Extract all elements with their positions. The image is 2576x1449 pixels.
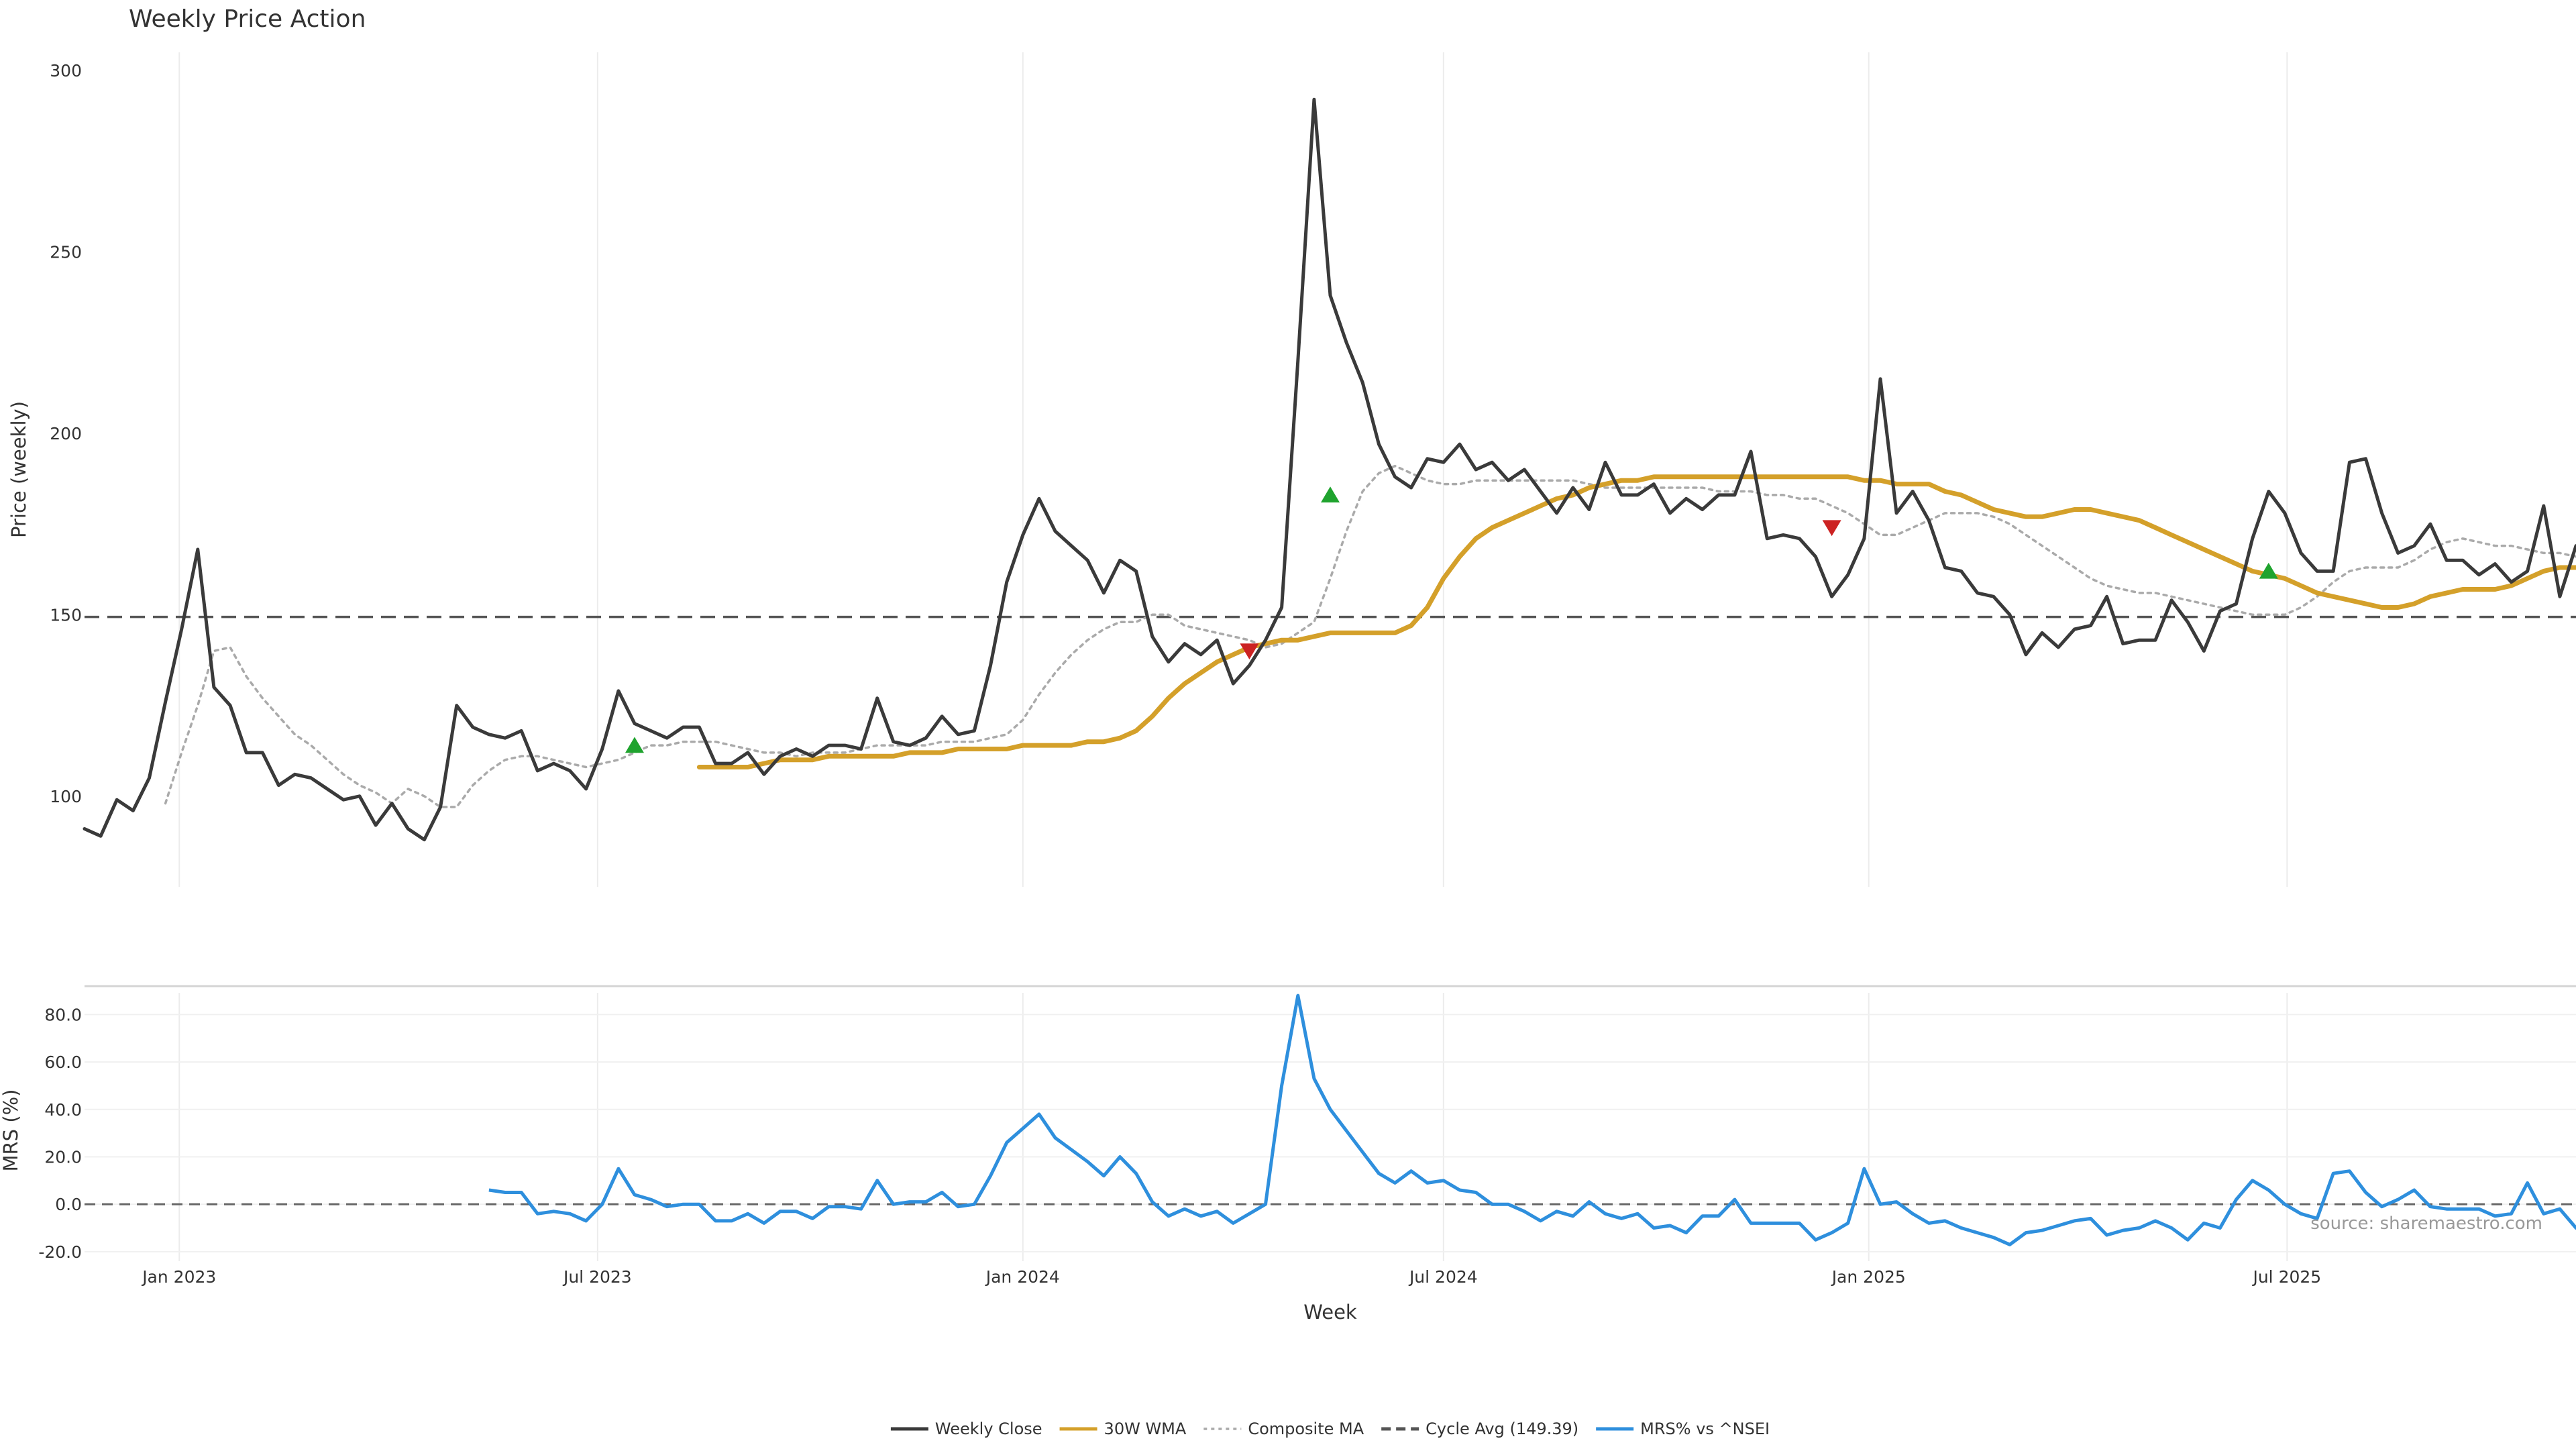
- legend: Weekly Close 30W WMA Composite MA Cycle Avg…: [890, 1419, 1770, 1438]
- x-tick-label: Jul 2025: [2251, 1267, 2321, 1287]
- composite-ma-line: [164, 464, 2576, 808]
- price-y-axis: 100 150 200 250 300: [50, 61, 82, 806]
- x-tick-label: Jan 2023: [141, 1267, 216, 1287]
- buy-signal-marker: [2259, 562, 2278, 579]
- x-tick-label: Jan 2025: [1831, 1267, 1906, 1287]
- price-y-tick-label: 100: [50, 787, 82, 806]
- mrs-y-tick-label: 20.0: [44, 1147, 82, 1167]
- source-note: source: sharemaestro.com: [2310, 1214, 2542, 1234]
- mrs-series-group: [488, 994, 2576, 1246]
- x-axis-label: Week: [1303, 1301, 1357, 1324]
- legend-label: MRS% vs ^NSEI: [1640, 1419, 1770, 1438]
- weekly-close-line: [83, 97, 2576, 842]
- mrs-grid: [85, 993, 2576, 1261]
- legend-label: Composite MA: [1248, 1419, 1364, 1438]
- legend-label: 30W WMA: [1104, 1419, 1187, 1438]
- chart-title: Weekly Price Action: [129, 5, 366, 33]
- signal-markers: [625, 486, 2278, 753]
- buy-signal-marker: [1321, 486, 1340, 503]
- mrs-line: [488, 994, 2576, 1246]
- mrs-y-tick-label: 0.0: [55, 1195, 82, 1214]
- x-axis: Jan 2023 Jul 2023 Jan 2024 Jul 2024 Jan 2025…: [141, 1267, 2321, 1287]
- price-y-tick-label: 200: [50, 424, 82, 443]
- price-y-tick-label: 250: [50, 242, 82, 262]
- price-y-tick-label: 150: [50, 605, 82, 625]
- sell-signal-marker: [1240, 643, 1259, 660]
- x-tick-label: Jan 2024: [985, 1267, 1060, 1287]
- price-y-tick-label: 300: [50, 61, 82, 80]
- x-tick-label: Jul 2024: [1408, 1267, 1478, 1287]
- price-grid: [178, 52, 2288, 887]
- legend-label: Weekly Close: [935, 1419, 1042, 1438]
- mrs-y-axis-label: MRS (%): [0, 1089, 22, 1172]
- mrs-y-axis: -20.0 0.0 20.0 40.0 60.0 80.0: [38, 1005, 82, 1261]
- mrs-y-tick-label: -20.0: [38, 1242, 82, 1262]
- mrs-y-tick-label: 60.0: [44, 1053, 82, 1072]
- buy-signal-marker: [625, 737, 644, 753]
- mrs-panel: -20.0 0.0 20.0 40.0 60.0 80.0 MRS (%) source:…: [0, 993, 2576, 1262]
- mrs-y-tick-label: 40.0: [44, 1100, 82, 1120]
- price-y-axis-label: Price (weekly): [7, 401, 30, 538]
- price-series-group: [83, 97, 2576, 842]
- wma-30w-line: [696, 474, 2576, 769]
- sell-signal-marker: [1822, 520, 1841, 537]
- price-panel: 100 150 200 250 300 Price (weekly): [7, 52, 2576, 887]
- legend-label: Cycle Avg (149.39): [1426, 1419, 1578, 1438]
- x-tick-label: Jul 2023: [562, 1267, 632, 1287]
- mrs-y-tick-label: 80.0: [44, 1005, 82, 1024]
